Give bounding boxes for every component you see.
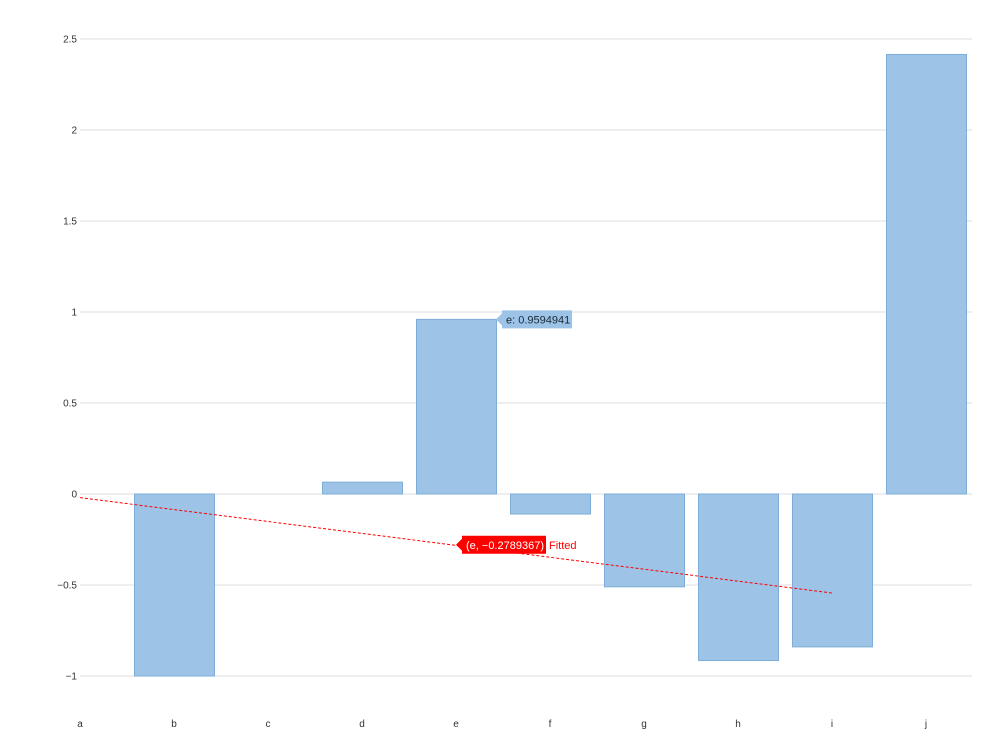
bar-j <box>886 53 967 495</box>
bar-h <box>698 493 779 662</box>
bar-d <box>322 481 403 495</box>
x-tick-label: d <box>359 719 365 730</box>
y-tick-label: −1 <box>66 672 78 683</box>
y-tick-label: 1.5 <box>63 217 77 228</box>
trendline-line <box>79 497 834 594</box>
x-axis-ticks: a b c d e f g h i j <box>77 719 927 730</box>
bar-f <box>510 493 591 515</box>
bar-g <box>604 493 685 588</box>
y-tick-label: 1 <box>71 308 77 319</box>
trendline <box>79 497 834 594</box>
tooltip-fitted-box <box>462 535 546 554</box>
x-tick-label: c <box>266 719 271 730</box>
x-tick-label: b <box>171 719 177 730</box>
x-tick-label: h <box>735 719 741 730</box>
x-tick-label: g <box>641 719 647 730</box>
tooltip-value-text: e: 0.9594941 <box>506 314 570 326</box>
x-tick-label: a <box>77 719 83 730</box>
y-tick-label: −0.5 <box>57 581 77 592</box>
bar-i <box>792 493 873 648</box>
tooltip-fitted-label: Fitted <box>549 540 577 552</box>
tooltips: e: 0.9594941 (e, −0.2789367) Fitted <box>456 310 577 554</box>
y-tick-label: 0.5 <box>63 399 77 410</box>
x-tick-label: j <box>924 719 927 730</box>
x-tick-label: e <box>453 719 459 730</box>
tooltip-fitted-pointer <box>456 538 462 551</box>
tooltip-value-box <box>502 310 572 329</box>
y-axis-ticks: 2.5 2 1.5 1 0.5 0 −0.5 −1 <box>57 35 77 683</box>
x-tick-label: i <box>831 719 833 730</box>
y-tick-label: 2 <box>71 126 77 137</box>
bar-b <box>134 493 215 677</box>
y-tick-label: 0 <box>71 490 77 501</box>
bars <box>134 53 967 677</box>
y-tick-label: 2.5 <box>63 35 77 46</box>
tooltip-value-pointer <box>496 313 502 326</box>
tooltip-fitted-text: (e, −0.2789367) <box>466 540 544 552</box>
x-tick-label: f <box>549 719 552 730</box>
bar-e <box>416 318 497 495</box>
